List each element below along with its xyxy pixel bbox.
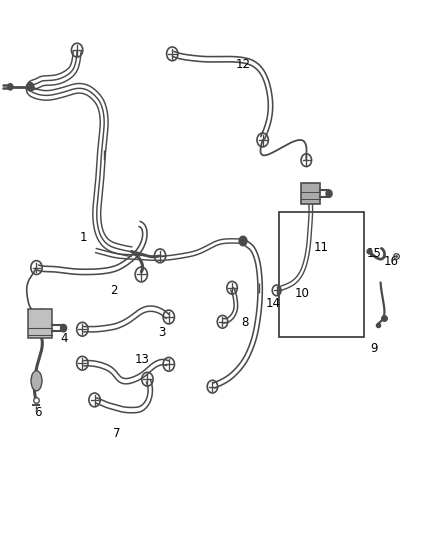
Ellipse shape bbox=[31, 370, 42, 391]
Circle shape bbox=[27, 83, 34, 91]
Text: 10: 10 bbox=[294, 287, 309, 300]
Text: 14: 14 bbox=[266, 297, 281, 310]
Text: 15: 15 bbox=[367, 247, 381, 260]
Bar bbox=[301, 183, 320, 204]
Text: 16: 16 bbox=[384, 255, 399, 268]
Text: 1: 1 bbox=[80, 231, 88, 244]
Text: 12: 12 bbox=[236, 58, 251, 71]
Circle shape bbox=[60, 325, 67, 332]
Bar bbox=[28, 309, 52, 338]
Circle shape bbox=[239, 236, 247, 246]
Text: 7: 7 bbox=[113, 427, 120, 440]
Text: 3: 3 bbox=[159, 326, 166, 340]
Bar bbox=[279, 212, 364, 337]
Text: 2: 2 bbox=[110, 284, 118, 297]
Circle shape bbox=[8, 84, 13, 90]
Text: 6: 6 bbox=[34, 406, 42, 419]
Text: 11: 11 bbox=[314, 241, 329, 254]
Text: 4: 4 bbox=[60, 332, 68, 345]
Text: 13: 13 bbox=[135, 353, 150, 366]
Text: 8: 8 bbox=[241, 316, 249, 329]
Text: 5: 5 bbox=[34, 374, 42, 387]
Circle shape bbox=[326, 190, 332, 197]
Text: 9: 9 bbox=[370, 342, 378, 356]
